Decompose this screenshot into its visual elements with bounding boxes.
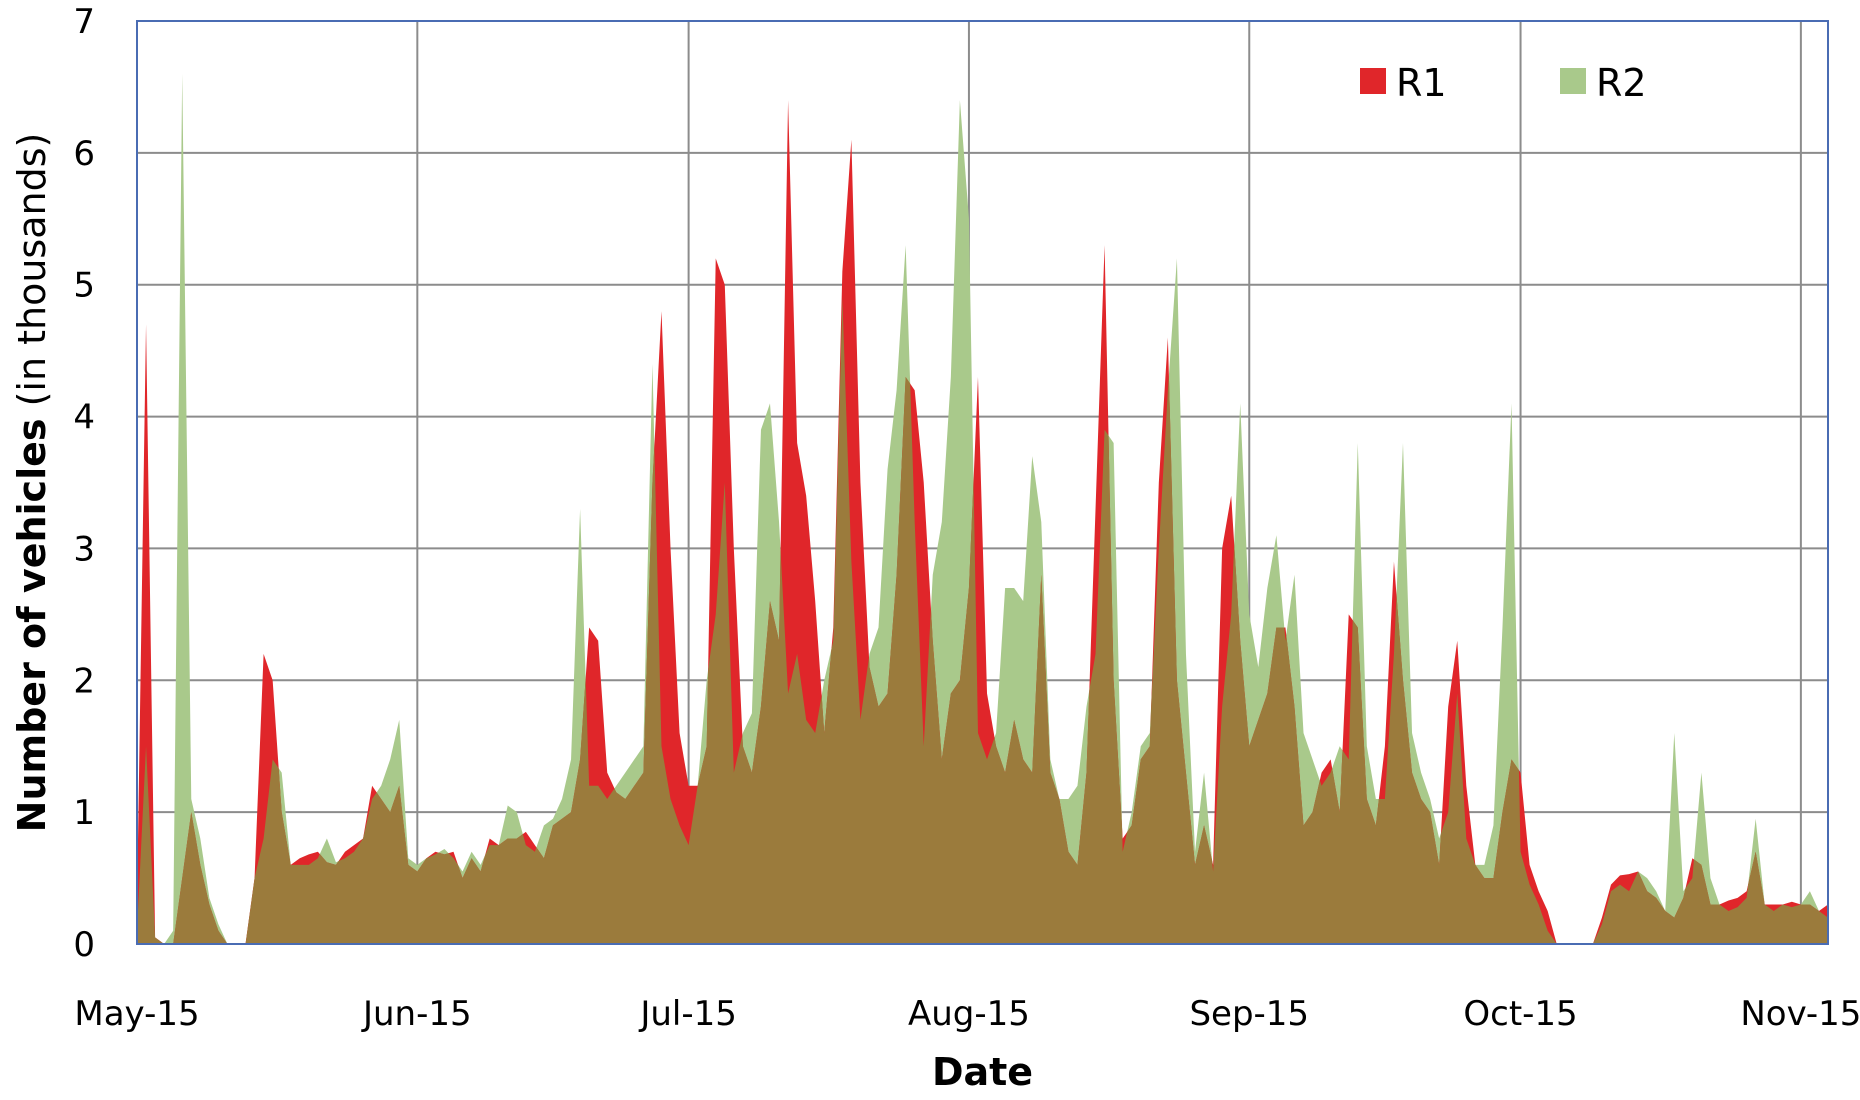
y-tick-label: 3: [73, 529, 95, 569]
x-tick-labels: May-15 Jun-15 Jul-15 Aug-15 Sep-15 Oct-15 Nov-…: [74, 994, 1860, 1034]
y-tick-label: 4: [73, 398, 95, 438]
legend-label-r1: R1: [1396, 61, 1447, 105]
y-tick-label: 0: [73, 925, 95, 965]
x-tick-label: Jul-15: [638, 994, 737, 1034]
y-axis-title: Number of vehicles (in thousands): [10, 133, 54, 833]
x-tick-label: Aug-15: [908, 994, 1030, 1034]
legend: R1 R2: [1360, 61, 1647, 105]
series-overlap-area: [137, 100, 1828, 944]
y-tick-labels: 0 1 2 3 4 5 6 7: [73, 2, 95, 965]
y-axis-title-rest: (in thousands): [10, 133, 54, 419]
x-tick-label: May-15: [74, 994, 199, 1034]
y-tick-label: 7: [73, 2, 95, 42]
y-axis-title-bold: Number of vehicles: [10, 419, 54, 833]
x-tick-label: Nov-15: [1740, 994, 1860, 1034]
legend-swatch-r1: [1360, 68, 1386, 94]
legend-label-r2: R2: [1596, 61, 1647, 105]
series-areas: [137, 73, 1828, 945]
y-tick-label: 6: [73, 134, 95, 174]
y-tick-label: 1: [73, 793, 95, 833]
x-tick-label: Oct-15: [1463, 994, 1577, 1034]
x-tick-label: Jun-15: [361, 994, 472, 1034]
legend-swatch-r2: [1560, 68, 1586, 94]
y-tick-label: 5: [73, 266, 95, 306]
x-axis-title: Date: [932, 1050, 1033, 1094]
x-tick-label: Sep-15: [1189, 994, 1309, 1034]
plot-frame: [136, 20, 1829, 945]
y-tick-label: 2: [73, 661, 95, 701]
